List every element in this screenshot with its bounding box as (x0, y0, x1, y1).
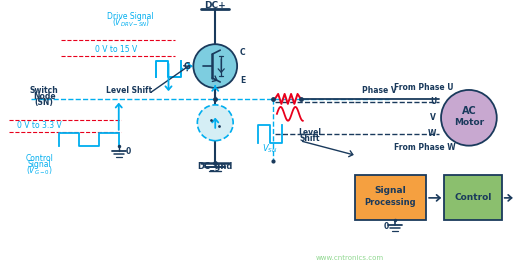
Text: www.cntronics.com: www.cntronics.com (315, 255, 384, 261)
Text: U: U (430, 97, 436, 106)
Circle shape (193, 44, 237, 88)
Circle shape (441, 90, 497, 146)
Text: AC: AC (461, 106, 476, 116)
Text: 0: 0 (384, 222, 389, 231)
FancyBboxPatch shape (444, 176, 502, 220)
Text: Control: Control (454, 193, 492, 202)
Text: Signal: Signal (374, 186, 406, 195)
Text: Drive Signal: Drive Signal (108, 12, 154, 21)
Text: ($V_{G-0}$): ($V_{G-0}$) (26, 164, 53, 177)
Text: Motor: Motor (454, 118, 484, 127)
Text: From Phase W: From Phase W (394, 143, 456, 152)
Text: 0: 0 (126, 147, 131, 156)
Text: From Phase U: From Phase U (394, 83, 454, 92)
Text: Processing: Processing (364, 198, 416, 207)
Text: Signal: Signal (27, 160, 51, 169)
Text: ($V_{DRV-SN}$): ($V_{DRV-SN}$) (112, 16, 150, 29)
Text: 0 V to 15 V: 0 V to 15 V (94, 45, 137, 54)
Text: E: E (240, 76, 245, 85)
Text: 0 V to 3.3 V: 0 V to 3.3 V (17, 121, 62, 130)
Text: Node: Node (33, 92, 55, 102)
Text: W: W (428, 129, 436, 138)
Text: $V_{SN}$: $V_{SN}$ (262, 142, 278, 155)
Text: Shift: Shift (300, 134, 320, 143)
Text: DC+: DC+ (205, 1, 226, 10)
Text: G: G (184, 62, 191, 70)
Text: Phase V: Phase V (362, 86, 397, 96)
Text: Level Shift: Level Shift (105, 86, 152, 96)
Text: Control: Control (25, 154, 53, 163)
Text: Level: Level (298, 128, 321, 137)
Text: (SN): (SN) (34, 98, 54, 107)
FancyBboxPatch shape (354, 176, 426, 220)
Text: V: V (430, 113, 436, 122)
Circle shape (197, 105, 233, 141)
Text: DC_gnd: DC_gnd (197, 162, 233, 171)
Text: C: C (240, 48, 246, 57)
Text: Switch: Switch (30, 86, 58, 96)
